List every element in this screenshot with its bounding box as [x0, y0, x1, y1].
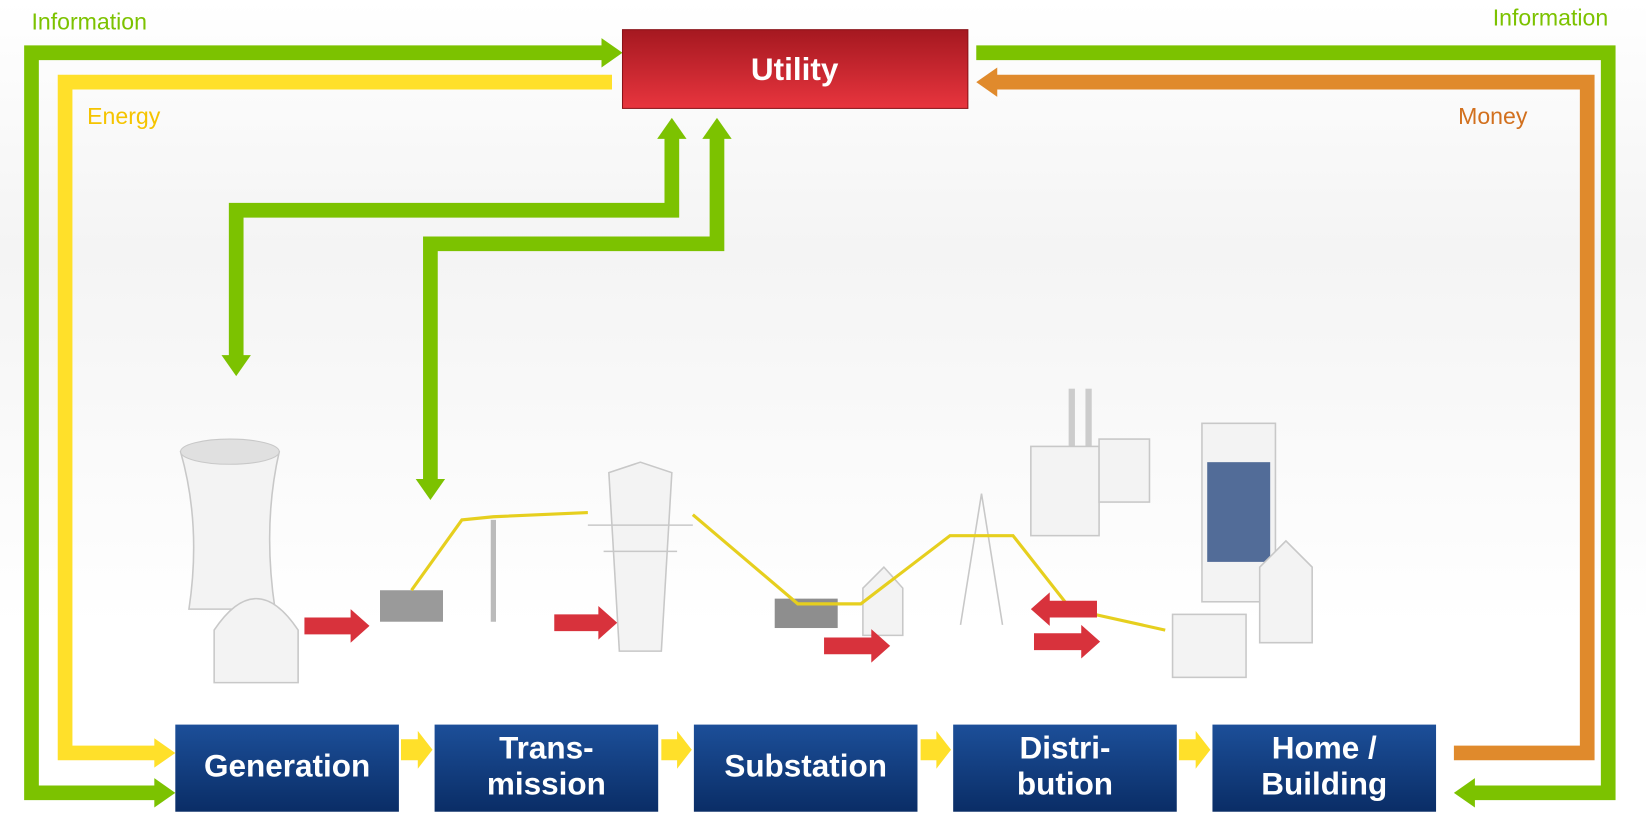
information-label: Information [31, 9, 146, 35]
stage-label: Trans- [499, 730, 593, 766]
stage-label: mission [487, 765, 606, 801]
small-building [1173, 614, 1246, 677]
stage-label: Generation [204, 747, 370, 783]
cooling-tower [181, 441, 280, 609]
stage-label: Distri- [1019, 730, 1110, 766]
transformer [380, 590, 443, 621]
information-label: Information [1493, 4, 1608, 30]
factory [1031, 446, 1099, 535]
office-windows [1207, 462, 1270, 562]
diagram: Utility Information Information Energy M… [0, 0, 1646, 833]
energy-label: Energy [87, 103, 161, 129]
stage-label: Building [1261, 765, 1387, 801]
money-label: Money [1458, 103, 1528, 129]
chimney [1085, 389, 1091, 452]
chimney [1069, 389, 1075, 452]
utility-label: Utility [751, 51, 839, 87]
stage-label: Substation [724, 747, 887, 783]
stage-label: bution [1017, 765, 1113, 801]
factory-wing [1099, 439, 1149, 502]
background [0, 0, 1646, 832]
stage-label: Home / [1272, 730, 1377, 766]
page: Utility Information Information Energy M… [0, 0, 1646, 833]
cooling-tower-top [181, 439, 280, 464]
stages: Generation Trans-mission Substation Distri-… [175, 725, 1436, 812]
